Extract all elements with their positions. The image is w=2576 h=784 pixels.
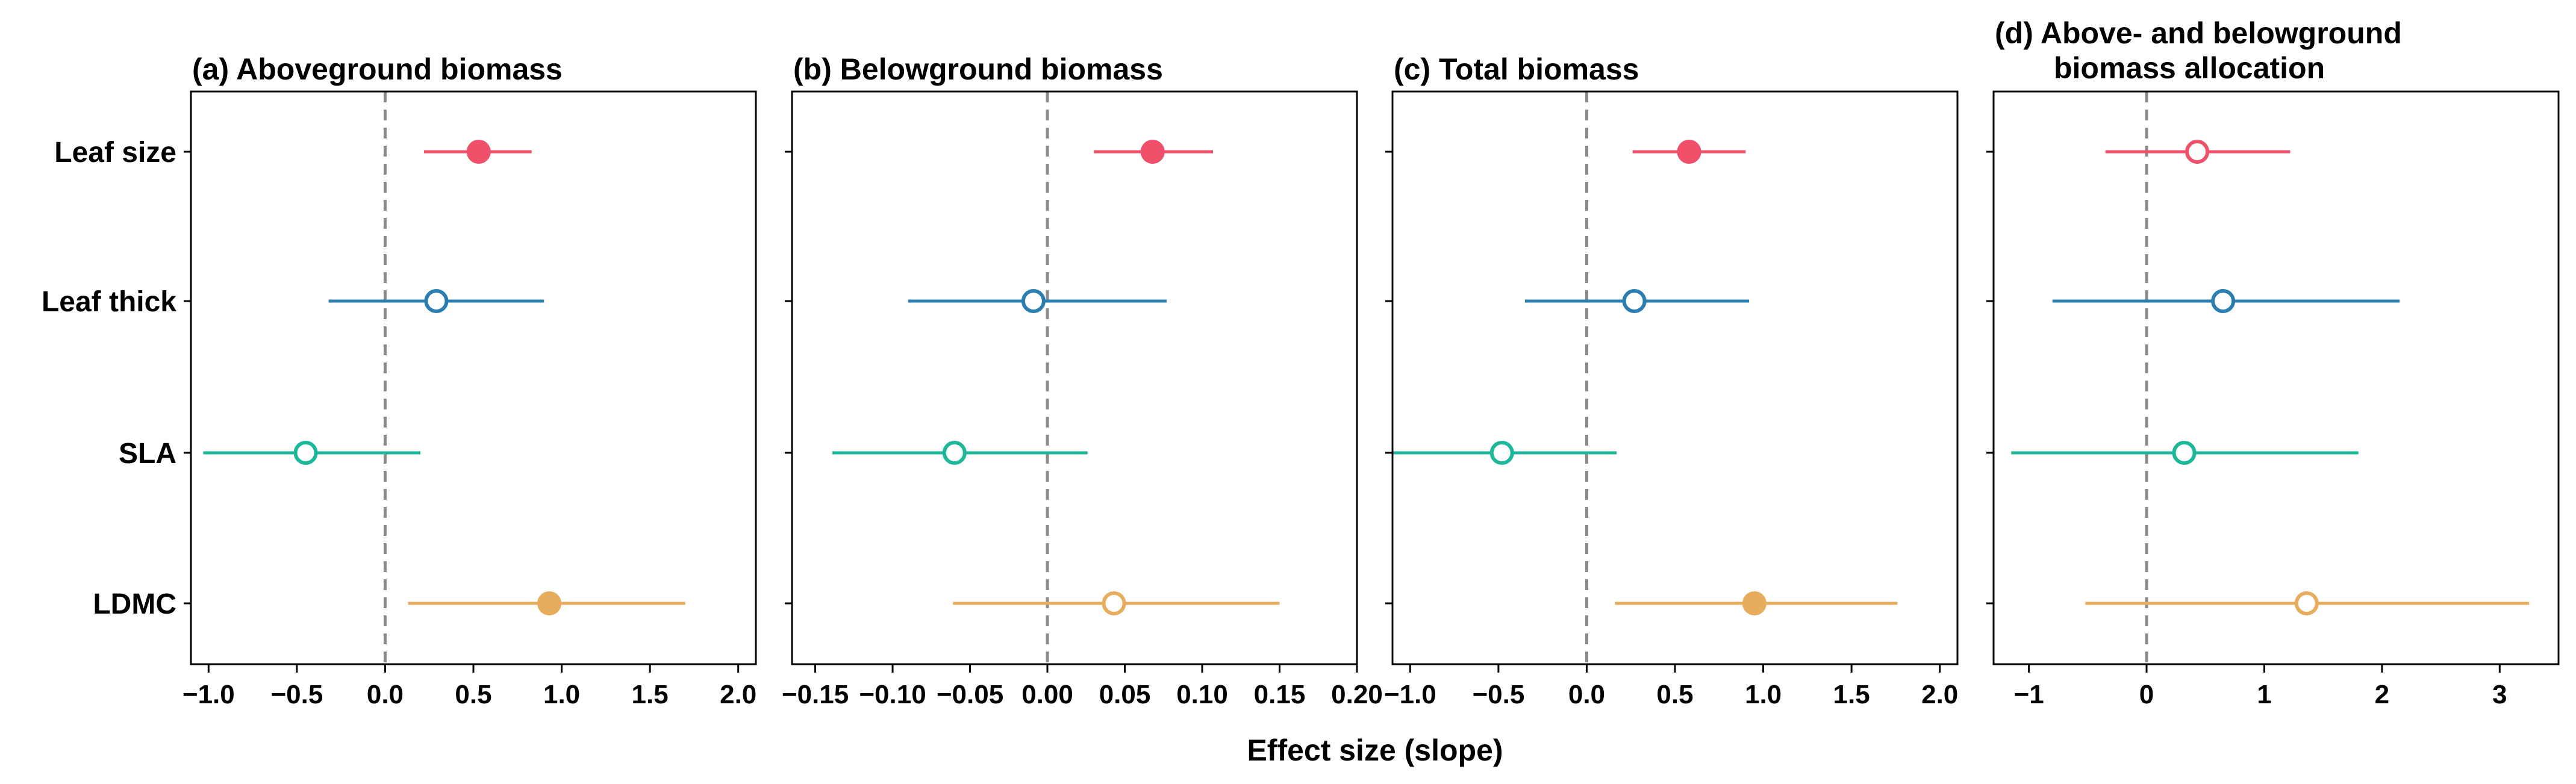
x-tick-label: 0.05: [1099, 680, 1151, 709]
panel-d: (d) Above- and belowground biomass alloca…: [1986, 16, 2560, 709]
estimate-point-leaf-thick: [1622, 289, 1647, 313]
estimate-point-leaf-size: [2185, 140, 2210, 164]
x-tick-label: 0.00: [1021, 680, 1073, 709]
x-tick-label: 0.20: [1331, 680, 1383, 709]
x-tick-label: 0.5: [455, 680, 491, 709]
panel-c: (c) Total biomass −1.0 −0.5 0.0 0.5 1.0 1.5 2.0: [1384, 52, 1959, 709]
estimate-point-ldmc: [537, 591, 562, 615]
panel-frame: [1391, 90, 1959, 665]
panel-title-line: (d) Above- and belowground: [1995, 16, 2402, 50]
panel-title: (c) Total biomass: [1394, 52, 1639, 86]
category-label-sla: SLA: [119, 438, 176, 470]
panel-frame: [791, 90, 1358, 665]
estimate-point-ldmc: [2294, 591, 2319, 615]
panel-title-line: biomass allocation: [2054, 51, 2325, 85]
panel-title: (a) Aboveground biomass: [192, 52, 563, 86]
estimate-point-sla: [2172, 441, 2197, 465]
estimate-point-sla: [942, 441, 967, 465]
estimate-point-ldmc: [1102, 591, 1126, 615]
x-tick-label: 1.0: [1745, 680, 1782, 709]
x-tick-label: 0.0: [367, 680, 404, 709]
estimate-point-leaf-size: [466, 140, 491, 164]
x-tick-label: 0.15: [1254, 680, 1306, 709]
category-labels: Leaf size Leaf thick SLA LDMC: [42, 137, 176, 620]
category-label-ldmc: LDMC: [93, 588, 176, 620]
category-label-leaf-size: Leaf size: [54, 137, 176, 169]
x-tick-label: 1.5: [1833, 680, 1870, 709]
x-tick-label: −1.0: [1384, 680, 1436, 709]
panel-title: (d) Above- and belowground biomass alloca…: [1995, 16, 2402, 85]
x-tick-label: −0.5: [1472, 680, 1524, 709]
x-tick-label: 0.5: [1656, 680, 1693, 709]
estimate-point-sla: [293, 441, 318, 465]
estimate-point-leaf-thick: [1021, 289, 1046, 313]
x-tick-label: 0.0: [1568, 680, 1605, 709]
estimate-point-leaf-size: [1677, 140, 1701, 164]
x-tick-label: 1: [2257, 680, 2271, 709]
estimate-point-leaf-size: [1140, 140, 1165, 164]
x-tick-label: −0.10: [859, 680, 926, 709]
x-tick-label: 3: [2492, 680, 2507, 709]
x-tick-label: 0.10: [1176, 680, 1228, 709]
estimate-point-leaf-thick: [424, 289, 449, 313]
x-tick-label: 1.5: [632, 680, 669, 709]
panels-group: (a) Aboveground biomass −1.0 −0.5 0.0 0.5 1.0…: [182, 16, 2560, 709]
x-tick-label: 0: [2139, 680, 2154, 709]
panel-title: (b) Belowground biomass: [793, 52, 1163, 86]
x-tick-label: 2.0: [720, 680, 756, 709]
x-tick-label: −0.05: [937, 680, 1003, 709]
category-label-leaf-thick: Leaf thick: [42, 286, 176, 318]
x-tick-label: 2: [2375, 680, 2389, 709]
panel-frame: [1992, 90, 2560, 665]
panel-frame: [190, 90, 757, 665]
panel-b: (b) Belowground biomass −0.15 −0.10 −0.05 0.…: [782, 52, 1383, 709]
estimate-point-sla: [1489, 441, 1514, 465]
x-tick-label: −1.0: [182, 680, 235, 709]
x-tick-label: 2.0: [1921, 680, 1958, 709]
x-tick-label: −1: [2014, 680, 2044, 709]
x-axis-title: Effect size (slope): [1247, 733, 1503, 767]
x-tick-label: −0.15: [782, 680, 849, 709]
x-tick-label: 1.0: [543, 680, 580, 709]
estimate-point-ldmc: [1742, 591, 1767, 615]
panel-a: (a) Aboveground biomass −1.0 −0.5 0.0 0.5 1.0…: [182, 52, 757, 709]
x-tick-label: −0.5: [270, 680, 323, 709]
estimate-point-leaf-thick: [2211, 289, 2236, 313]
